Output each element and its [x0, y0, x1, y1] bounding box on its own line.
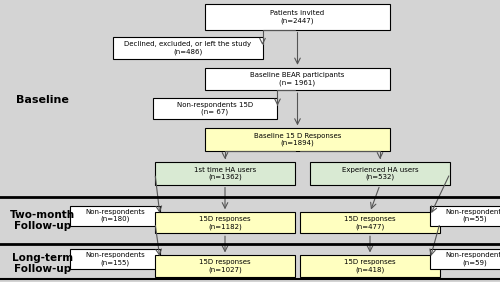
Text: Baseline 15 D Responses
(n=1894): Baseline 15 D Responses (n=1894): [254, 133, 341, 146]
Text: 15D responses
(n=1027): 15D responses (n=1027): [199, 259, 251, 273]
FancyBboxPatch shape: [205, 4, 390, 30]
Text: 1st time HA users
(n=1362): 1st time HA users (n=1362): [194, 167, 256, 180]
FancyBboxPatch shape: [112, 37, 262, 59]
Text: Declined, excluded, or left the study
(n=486): Declined, excluded, or left the study (n…: [124, 41, 251, 55]
FancyBboxPatch shape: [310, 162, 450, 185]
Text: Long-term
Follow-up: Long-term Follow-up: [12, 253, 73, 274]
Text: 15D responses
(n=1182): 15D responses (n=1182): [199, 216, 251, 230]
Text: Baseline BEAR participants
(n= 1961): Baseline BEAR participants (n= 1961): [250, 72, 344, 86]
Text: Non-respondents
(n=180): Non-respondents (n=180): [85, 209, 145, 222]
FancyBboxPatch shape: [155, 212, 295, 233]
FancyBboxPatch shape: [70, 249, 160, 269]
FancyBboxPatch shape: [155, 255, 295, 276]
FancyBboxPatch shape: [300, 255, 440, 276]
Text: Baseline: Baseline: [16, 95, 69, 105]
FancyBboxPatch shape: [152, 98, 278, 119]
FancyBboxPatch shape: [205, 68, 390, 90]
FancyBboxPatch shape: [205, 128, 390, 151]
Text: Non-respondents
(n=55): Non-respondents (n=55): [445, 209, 500, 222]
FancyBboxPatch shape: [430, 249, 500, 269]
Text: Two-month
Follow-up: Two-month Follow-up: [10, 210, 75, 231]
Text: Non-respondents 15D
(n= 67): Non-respondents 15D (n= 67): [177, 102, 253, 115]
FancyBboxPatch shape: [300, 212, 440, 233]
FancyBboxPatch shape: [430, 206, 500, 226]
FancyBboxPatch shape: [155, 162, 295, 185]
FancyBboxPatch shape: [70, 206, 160, 226]
Text: Non-respondents
(n=59): Non-respondents (n=59): [445, 252, 500, 266]
Text: Experienced HA users
(n=532): Experienced HA users (n=532): [342, 167, 418, 180]
Text: Patients invited
(n=2447): Patients invited (n=2447): [270, 10, 324, 24]
Text: 15D responses
(n=477): 15D responses (n=477): [344, 216, 396, 230]
Text: 15D responses
(n=418): 15D responses (n=418): [344, 259, 396, 273]
Text: Non-respondents
(n=155): Non-respondents (n=155): [85, 252, 145, 266]
